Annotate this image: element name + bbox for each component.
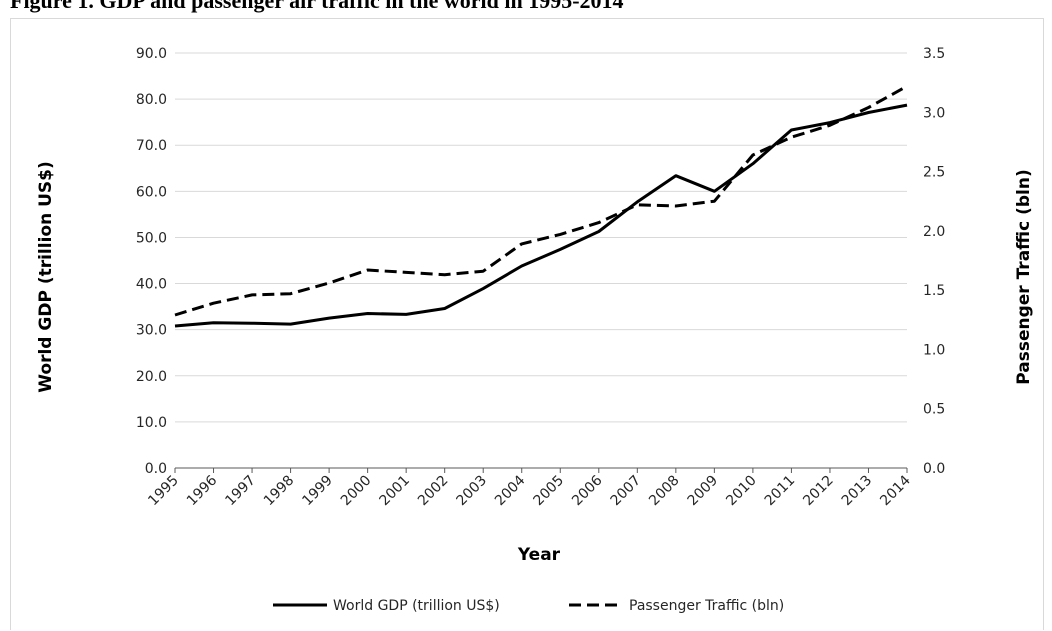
x-axis-title: Year [517, 545, 561, 565]
figure-label: Figure 1. [10, 0, 94, 13]
y2-tick-label: 3.5 [923, 46, 945, 62]
y2-tick-label: 2.5 [923, 165, 945, 181]
y2-tick-label: 2.0 [923, 224, 945, 240]
x-tick-label: 2008 [646, 473, 683, 510]
x-tick-label: 1999 [299, 473, 336, 510]
y2-axis-title: Passenger Traffic (bln) [1014, 169, 1034, 385]
x-tick-label: 1998 [261, 473, 298, 510]
x-tick-label: 2004 [492, 472, 529, 509]
y2-tick-label: 0.0 [923, 461, 945, 477]
y-tick-label: 50.0 [136, 230, 167, 246]
x-tick-label: 1996 [184, 472, 221, 509]
y-tick-label: 90.0 [136, 46, 167, 62]
x-tick-label: 2000 [338, 473, 375, 510]
y-tick-label: 30.0 [136, 323, 167, 339]
y2-tick-label: 1.0 [923, 342, 945, 358]
x-tick-label: 2007 [608, 473, 645, 510]
left-axis-ticks: 0.0 10.0 20.0 30.0 40.0 50.0 60.0 70.0 80.0 90.0 [136, 46, 167, 477]
x-axis-ticks: 1995 1996 1997 1998 1999 2000 2001 2002 2003 2004… [145, 468, 914, 509]
x-tick-label: 2009 [685, 473, 722, 510]
y2-tick-label: 0.5 [923, 402, 945, 418]
chart-frame: 0.0 10.0 20.0 30.0 40.0 50.0 60.0 70.0 80.0 90.0 … [10, 18, 1044, 630]
x-tick-label: 2010 [723, 473, 760, 510]
y2-tick-label: 1.5 [923, 283, 945, 299]
x-tick-label: 1997 [222, 473, 259, 510]
y-axis-title: World GDP (trillion US$) [36, 161, 56, 393]
series-lines [174, 84, 908, 328]
x-tick-label: 2003 [454, 473, 491, 510]
y-tick-label: 60.0 [136, 184, 167, 200]
x-tick-label: 1995 [145, 473, 182, 510]
chart: 0.010.020.030.040.050.060.070.080.090.0 … [36, 46, 1034, 614]
x-tick-label: 2006 [569, 472, 606, 509]
x-tick-label: 2012 [800, 473, 837, 510]
x-tick-label: 2002 [415, 473, 452, 510]
y-tick-label: 20.0 [136, 369, 167, 385]
x-tick-label: 2001 [376, 473, 413, 510]
x-tick-label: 2013 [839, 473, 876, 510]
y-tick-label: 40.0 [136, 277, 167, 293]
y-tick-label: 0.0 [145, 461, 167, 477]
gdp-series-line [174, 103, 908, 328]
legend-label-traffic: Passenger Traffic (bln) [629, 598, 784, 614]
y-tick-label: 10.0 [136, 415, 167, 431]
y-tick-label: 80.0 [136, 92, 167, 108]
traffic-series-line [174, 84, 908, 317]
x-tick-label: 2014 [877, 472, 914, 509]
figure-caption: GDP and passenger air traffic in the wor… [99, 0, 624, 13]
legend: World GDP (trillion US$) Passenger Traff… [273, 598, 784, 614]
legend-label-gdp: World GDP (trillion US$) [333, 598, 500, 614]
x-tick-label: 2011 [762, 473, 799, 510]
y-tick-label: 70.0 [136, 138, 167, 154]
gridlines [175, 52, 907, 423]
figure-title: Figure 1. GDP and passenger air traffic … [10, 0, 624, 14]
y2-tick-label: 3.0 [923, 105, 945, 121]
right-axis-ticks: 0.0 0.5 1.0 1.5 2.0 2.5 3.0 3.5 [923, 46, 945, 477]
x-tick-label: 2005 [531, 473, 568, 510]
